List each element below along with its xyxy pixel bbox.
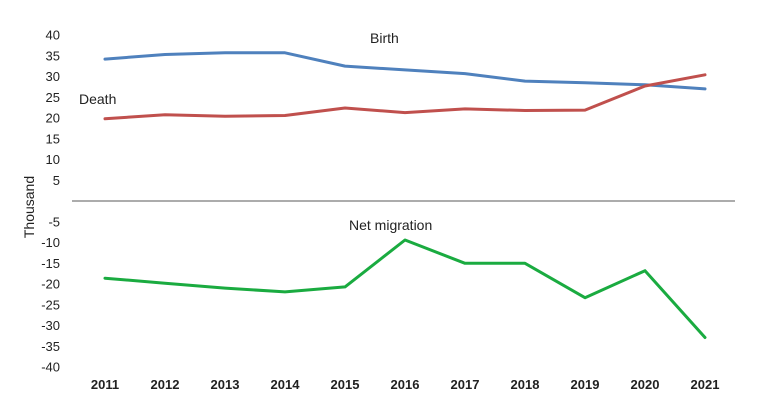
x-tick-label: 2017	[451, 377, 480, 392]
y-tick-label: 20	[46, 111, 60, 126]
y-tick-label: 40	[46, 28, 60, 43]
y-tick-label: -25	[41, 297, 60, 312]
y-tick-label: -5	[48, 214, 60, 229]
x-tick-labels: 2011 2012 2013 2014 2015 2016 2017 2018 2019 2020…	[91, 377, 720, 392]
x-tick-label: 2018	[511, 377, 540, 392]
y-tick-label: 30	[46, 69, 60, 84]
y-tick-label: -35	[41, 339, 60, 354]
y-tick-label: 35	[46, 48, 60, 63]
x-tick-label: 2015	[331, 377, 360, 392]
x-tick-label: 2013	[211, 377, 240, 392]
y-tick-label: -10	[41, 235, 60, 250]
y-tick-label: -40	[41, 360, 60, 375]
y-tick-label: 10	[46, 152, 60, 167]
x-tick-label: 2020	[631, 377, 660, 392]
series-line-death	[103, 73, 707, 121]
x-tick-label: 2019	[571, 377, 600, 392]
y-axis-label: Thousand	[21, 176, 37, 238]
y-tick-label: -20	[41, 277, 60, 292]
x-tick-label: 2021	[691, 377, 720, 392]
y-tick-labels: 40 35 30 25 20 15 10 5 -5 -10 -15 -20 -25 -30 -35 -40	[41, 28, 60, 375]
y-tick-label: 15	[46, 131, 60, 146]
series-line-birth	[103, 51, 707, 91]
y-tick-label: 5	[53, 173, 60, 188]
series-lines	[103, 51, 707, 339]
x-tick-label: 2011	[91, 377, 119, 392]
series-line-net-migration	[103, 238, 707, 339]
x-tick-label: 2016	[391, 377, 420, 392]
annotation-net-migration: Net migration	[349, 217, 432, 233]
x-tick-label: 2012	[151, 377, 180, 392]
x-tick-label: 2014	[271, 377, 301, 392]
y-tick-label: 25	[46, 90, 60, 105]
y-tick-label: -15	[41, 256, 60, 271]
y-tick-label: -30	[41, 318, 60, 333]
annotation-death: Death	[79, 91, 116, 107]
annotation-birth: Birth	[370, 30, 399, 46]
